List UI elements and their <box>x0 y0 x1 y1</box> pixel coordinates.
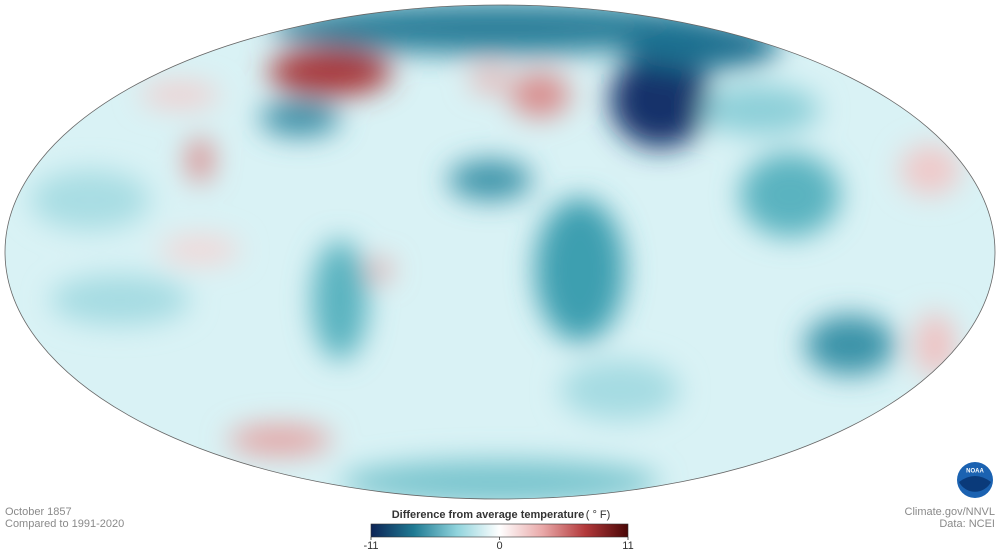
anomaly-blob <box>915 313 955 377</box>
colorbar <box>370 523 629 538</box>
data-credit: Data: NCEI <box>939 518 995 530</box>
anomaly-blob <box>620 20 780 70</box>
colorbar-tick-label: 11 <box>622 540 633 552</box>
anomaly-blob <box>340 460 660 499</box>
anomaly-blob <box>188 138 212 182</box>
anomaly-blob <box>535 198 625 342</box>
anomaly-blob <box>560 360 680 420</box>
baseline-label: Compared to 1991-2020 <box>5 518 124 530</box>
noaa-logo-wave <box>959 476 991 492</box>
anomaly-blob <box>260 100 340 136</box>
globe-outline <box>4 4 996 500</box>
anomaly-field <box>30 5 960 499</box>
anomaly-blob <box>610 52 710 148</box>
period-label: October 1857 <box>5 506 72 518</box>
anomaly-blob <box>448 160 532 200</box>
anomaly-blob <box>270 5 730 54</box>
anomaly-blob <box>368 260 392 280</box>
source-credit: Climate.gov/NNVL <box>905 506 995 518</box>
anomaly-blob <box>700 85 820 135</box>
anomaly-blob <box>900 145 960 195</box>
colorbar-title: Difference from average temperature <box>392 509 585 521</box>
anomaly-blob <box>160 236 240 264</box>
anomaly-blob <box>312 240 368 360</box>
colorbar-tick-label: -11 <box>363 540 378 552</box>
anomaly-blob <box>470 68 510 92</box>
anomaly-blob <box>50 275 190 325</box>
colorbar-unit: ( ° F) <box>586 509 611 521</box>
anomaly-shading <box>30 5 960 499</box>
noaa-logo-text: NOAA <box>966 469 984 475</box>
anomaly-blob <box>228 425 332 455</box>
anomaly-blob <box>140 83 220 107</box>
anomaly-blob <box>268 48 392 96</box>
anomaly-blob <box>510 73 570 117</box>
colorbar-tick-label: 0 <box>496 540 502 552</box>
anomaly-blob <box>805 315 895 375</box>
anomaly-blob <box>740 153 840 237</box>
anomaly-blob <box>30 170 150 230</box>
